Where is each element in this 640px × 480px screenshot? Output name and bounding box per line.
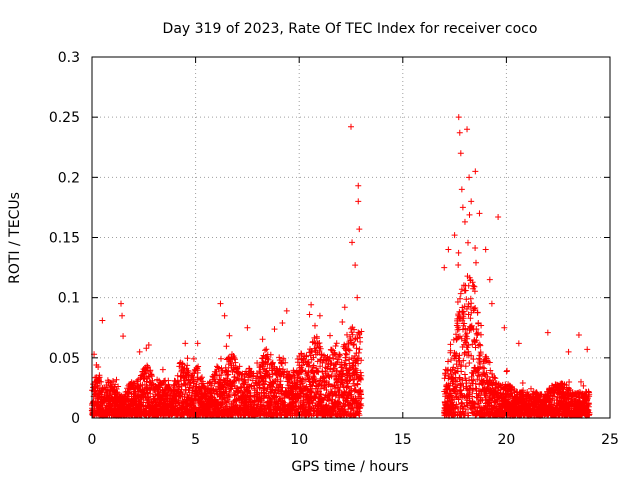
x-tick-label: 10	[290, 432, 308, 448]
scatter-point	[283, 307, 290, 314]
scatter-point	[515, 340, 522, 347]
scatter-point	[354, 294, 361, 301]
y-axis-title: ROTI / TECUs	[7, 192, 23, 284]
scatter-point	[461, 218, 468, 225]
scatter-point	[476, 210, 483, 217]
scatter-point	[136, 348, 143, 355]
y-tick-label: 0.2	[58, 170, 80, 186]
y-tick-label: 0.15	[49, 231, 80, 247]
x-tick-label: 15	[394, 432, 412, 448]
scatter-point	[456, 129, 463, 136]
x-tick-label: 5	[191, 432, 200, 448]
scatter-point	[99, 317, 106, 324]
scatter-point	[584, 346, 591, 353]
scatter-point	[348, 123, 354, 130]
scatter-point	[451, 232, 458, 239]
scatter-point	[217, 300, 224, 307]
scatter-point	[355, 198, 362, 205]
scatter-point	[182, 340, 189, 347]
y-tick-label: 0	[71, 411, 80, 427]
scatter-point	[501, 324, 508, 331]
scatter-point	[445, 246, 452, 253]
scatter-point	[306, 311, 313, 318]
scatter-point	[119, 312, 126, 319]
y-tick-label: 0.05	[49, 351, 80, 367]
scatter-point	[565, 348, 572, 355]
x-axis-title: GPS time / hours	[291, 459, 408, 475]
scatter-point	[495, 214, 502, 221]
scatter-point	[355, 182, 362, 189]
scatter-point	[458, 186, 465, 193]
axis-ticks: 0 5 10 15 20 25 0 0.05 0.1 0.15 0.2 0.25 0.3	[49, 50, 619, 448]
y-tick-label: 0.3	[58, 50, 80, 66]
y-tick-label: 0.25	[49, 110, 80, 126]
scatter-point	[352, 262, 359, 269]
scatter-point	[457, 150, 464, 157]
y-tick-label: 0.1	[58, 291, 80, 307]
scatter-point	[316, 312, 323, 319]
scatter-point	[120, 333, 127, 340]
chart-title: Day 319 of 2023, Rate Of TEC Index for r…	[163, 21, 538, 37]
scatter-point	[472, 168, 479, 175]
scatter-point	[544, 329, 551, 336]
scatter-point	[466, 174, 473, 181]
scatter-point	[575, 331, 582, 338]
scatter-point	[482, 246, 489, 253]
scatter-point	[488, 300, 495, 307]
scatter-point	[441, 264, 448, 271]
scatter-point	[341, 304, 348, 311]
scatter-point	[356, 226, 363, 233]
scatter-point	[459, 204, 466, 211]
x-tick-label: 0	[88, 432, 97, 448]
x-tick-label: 25	[601, 432, 619, 448]
scatter-point	[349, 239, 356, 246]
scatter-point	[486, 276, 493, 283]
grid	[92, 57, 610, 418]
scatter-point	[455, 114, 462, 121]
data-points	[88, 114, 593, 419]
scatter-point	[194, 340, 201, 347]
scatter-point	[244, 324, 251, 331]
scatter-point	[468, 198, 475, 205]
scatter-point	[118, 300, 125, 307]
scatter-point	[221, 312, 228, 319]
x-tick-label: 20	[497, 432, 515, 448]
scatter-point	[464, 126, 471, 133]
